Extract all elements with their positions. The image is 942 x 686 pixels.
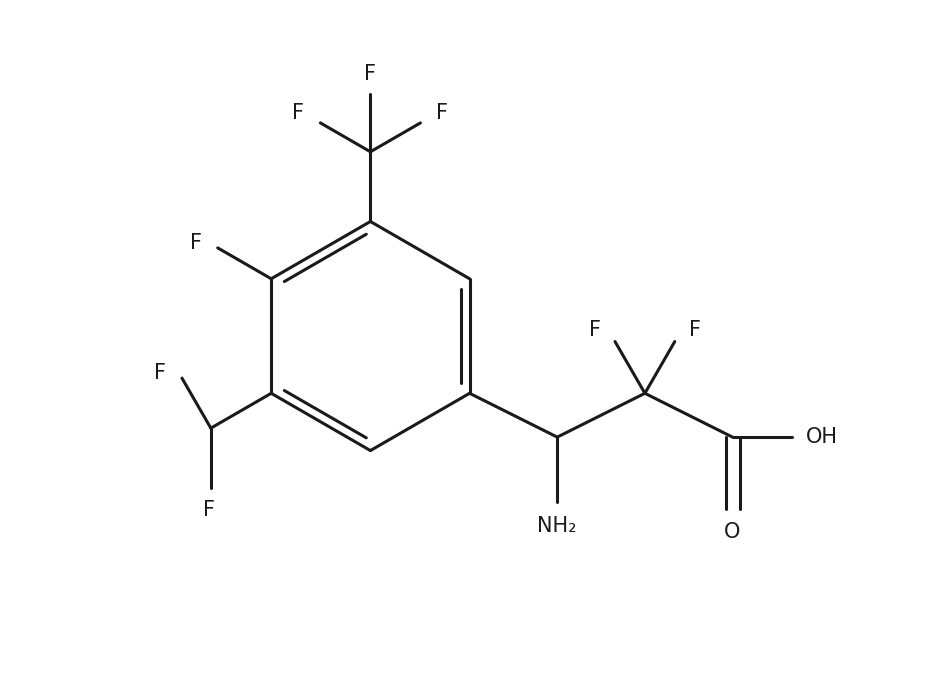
Text: F: F xyxy=(292,103,304,123)
Text: F: F xyxy=(436,103,448,123)
Text: NH₂: NH₂ xyxy=(538,516,577,536)
Text: F: F xyxy=(365,64,377,84)
Text: F: F xyxy=(589,320,601,340)
Text: O: O xyxy=(724,522,740,542)
Text: OH: OH xyxy=(806,427,838,447)
Text: F: F xyxy=(190,233,202,253)
Text: F: F xyxy=(154,363,166,383)
Text: F: F xyxy=(689,320,701,340)
Text: F: F xyxy=(203,500,215,520)
